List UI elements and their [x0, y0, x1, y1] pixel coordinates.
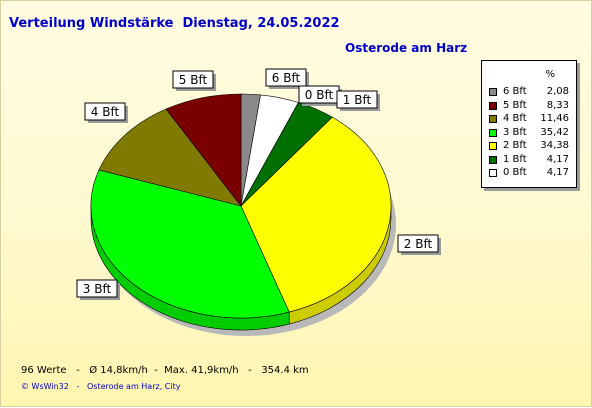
slice-label-box	[265, 68, 307, 87]
slice-label-2-bft: 2 Bft	[404, 237, 433, 251]
legend-value: 11,46	[540, 113, 569, 124]
legend-swatch	[489, 155, 497, 164]
slice-label-box	[336, 90, 378, 109]
legend-swatch	[489, 88, 497, 96]
legend-label: 4 Bft	[503, 113, 527, 124]
legend-swatch	[489, 101, 497, 110]
chart-subtitle: Osterode am Harz	[345, 41, 468, 55]
legend-item-2-bft: 2 Bft 34,38	[489, 140, 571, 152]
legend-value: 4,17	[546, 153, 569, 165]
legend-value: 8,33	[546, 99, 569, 111]
slice-label-box	[397, 234, 439, 253]
legend-value: 34,38	[540, 140, 569, 151]
chart-title: Verteilung Windstärke Dienstag, 24.05.20…	[9, 16, 340, 31]
legend-label: 5 Bft	[503, 99, 527, 111]
legend-item-0-bft: 0 Bft 4,17	[489, 167, 571, 179]
legend-value: 2,08	[546, 86, 569, 97]
legend-label: 0 Bft	[503, 167, 527, 178]
legend-item-1-bft: 1 Bft 4,17	[489, 154, 571, 166]
legend-swatch	[489, 169, 497, 177]
legend-swatch	[489, 142, 497, 150]
legend: % 6 Bft 2,08 5 Bft 8,33 4 Bft 11,46 3 Bft 35,42…	[481, 60, 577, 188]
pie-slice-4-bft	[98, 108, 242, 207]
pie-slice-5-bft	[165, 93, 242, 207]
legend-swatch	[489, 128, 497, 137]
legend-item-6-bft: 6 Bft 2,08	[489, 86, 571, 98]
footer-credit: © WsWin32 - Osterode am Harz, City	[21, 382, 181, 391]
slice-label-box	[76, 279, 118, 298]
footer-stats: 96 Werte - Ø 14,8km/h - Max. 41,9km/h - …	[21, 365, 309, 376]
legend-label: 1 Bft	[503, 153, 527, 165]
legend-swatch	[489, 115, 497, 123]
legend-header: %	[545, 69, 555, 80]
pie-slice-3-bft	[90, 169, 290, 319]
slice-label-4-bft: 4 Bft	[91, 105, 120, 119]
legend-item-4-bft: 4 Bft 11,46	[489, 113, 571, 125]
slice-label-3-bft: 3 Bft	[83, 282, 112, 296]
legend-item-5-bft: 5 Bft 8,33	[489, 100, 571, 112]
legend-value: 35,42	[540, 126, 569, 138]
slice-label-box	[172, 70, 214, 89]
slice-label-5-bft: 5 Bft	[179, 73, 208, 87]
legend-item-3-bft: 3 Bft 35,42	[489, 127, 571, 139]
legend-value: 4,17	[546, 167, 569, 178]
slice-label-box	[84, 102, 126, 121]
pie-slice-2-bft	[240, 116, 392, 313]
legend-label: 3 Bft	[503, 126, 527, 138]
slice-label-1-bft: 1 Bft	[343, 93, 372, 107]
legend-label: 6 Bft	[503, 86, 527, 97]
slice-label-0-bft: 0 Bft	[305, 88, 334, 102]
slice-label-6-bft: 6 Bft	[272, 71, 301, 85]
legend-label: 2 Bft	[503, 140, 527, 151]
